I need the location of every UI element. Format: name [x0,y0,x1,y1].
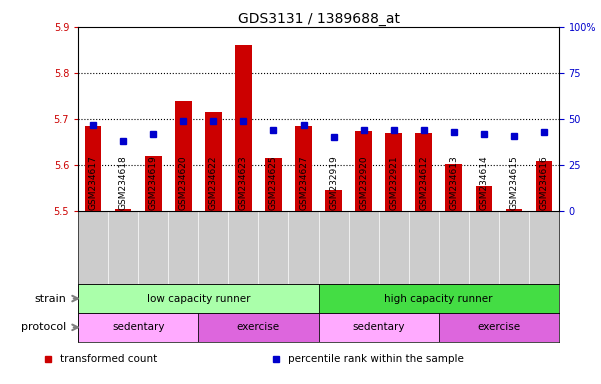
Bar [85,126,102,211]
Bar [78,313,198,342]
Bar [198,313,319,342]
Bar [78,284,319,313]
Text: exercise: exercise [477,322,520,333]
Bar [145,156,162,211]
Bar [175,101,192,211]
Bar [355,131,372,211]
Text: percentile rank within the sample: percentile rank within the sample [288,354,465,364]
Bar [319,313,439,342]
Text: exercise: exercise [237,322,280,333]
Bar [115,209,132,211]
Bar [385,133,402,211]
Text: strain: strain [34,293,66,304]
Bar [445,164,462,211]
Bar [205,112,222,211]
Bar [505,209,522,211]
Bar [439,313,559,342]
Bar [319,284,559,313]
Bar [235,45,252,211]
Bar [415,133,432,211]
Text: high capacity runner: high capacity runner [385,293,493,304]
Bar [325,190,342,211]
Bar [265,158,282,211]
Bar [475,186,492,211]
Bar [535,161,552,211]
Bar [295,126,312,211]
Text: protocol: protocol [21,322,66,333]
Text: sedentary: sedentary [352,322,405,333]
Text: low capacity runner: low capacity runner [147,293,250,304]
Text: transformed count: transformed count [60,354,157,364]
Title: GDS3131 / 1389688_at: GDS3131 / 1389688_at [237,12,400,26]
Text: sedentary: sedentary [112,322,165,333]
